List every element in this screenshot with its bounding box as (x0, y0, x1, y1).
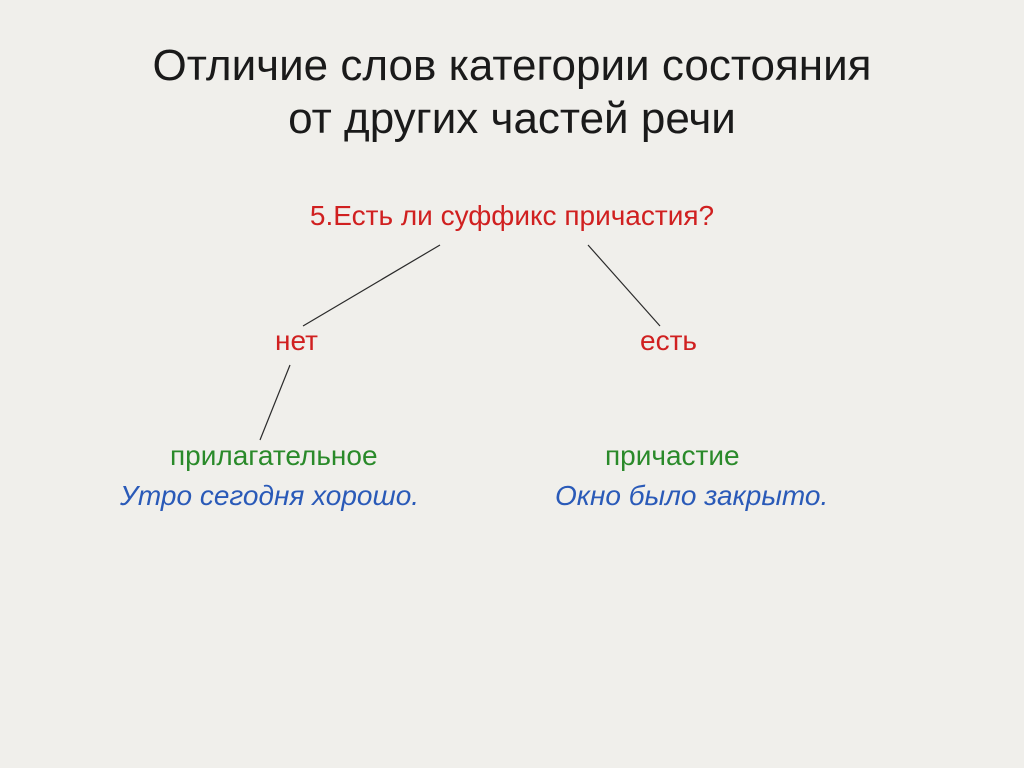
slide-title: Отличие слов категории состояния от друг… (0, 40, 1024, 146)
leaf-left-title: прилагательное (170, 440, 378, 472)
slide: Отличие слов категории состояния от друг… (0, 0, 1024, 768)
leaf-right-example: Окно было закрыто. (555, 480, 828, 512)
title-line-2: от других частей речи (288, 94, 736, 143)
leaf-left-example: Утро сегодня хорошо. (120, 480, 419, 512)
branch-left-label: нет (275, 325, 318, 357)
fork-line-right (588, 245, 660, 326)
question-text: 5.Есть ли суффикс причастия? (0, 200, 1024, 232)
title-line-1: Отличие слов категории состояния (153, 41, 872, 90)
fork-line-left (303, 245, 440, 326)
leaf-right-title: причастие (605, 440, 740, 472)
stem-line-left (260, 365, 290, 440)
branch-right-label: есть (640, 325, 697, 357)
